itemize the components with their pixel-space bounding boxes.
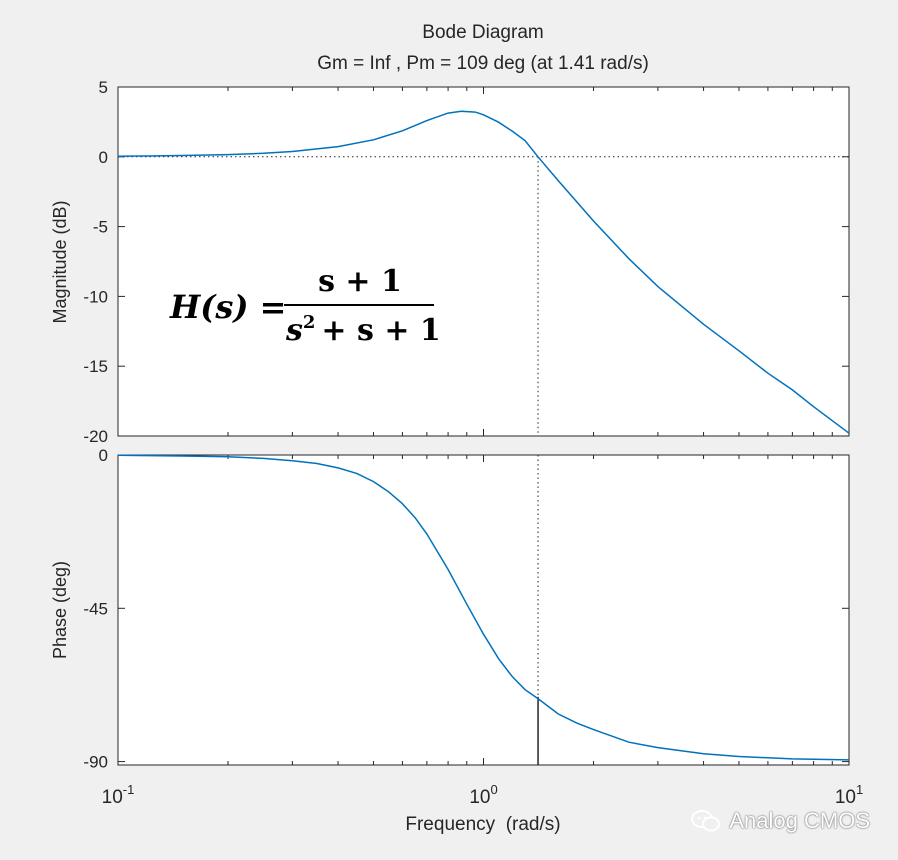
formula-numerator: s + 1: [318, 264, 402, 299]
x-tick-label-exponent: 1: [856, 782, 863, 797]
formula-denominator-exp: 2: [303, 312, 316, 333]
chat-bubble-icon: [691, 810, 721, 832]
y-tick-label: -5: [93, 218, 108, 237]
chart-subtitle: Gm = Inf , Pm = 109 deg (at 1.41 rad/s): [317, 53, 649, 74]
formula-denominator: s2 + s + 1: [285, 312, 441, 348]
transfer-function-formula: H(s) = s + 1 s2 + s + 1: [169, 264, 441, 348]
x-tick-labels: 10-1 100 101: [102, 782, 864, 808]
x-tick-label-exponent: -1: [123, 782, 135, 797]
y-tick-label: -10: [83, 287, 108, 306]
y-tick-label: 0: [99, 446, 108, 465]
watermark: Analog CMOS: [691, 808, 870, 834]
formula-denominator-rest: + s + 1: [321, 313, 440, 348]
y-tick-label: 5: [99, 78, 108, 97]
x-tick-label-base: 10: [102, 787, 123, 808]
phase-axis-label: Phase (deg): [50, 561, 70, 659]
y-tick-label: -45: [83, 599, 108, 618]
formula-lhs: H(s) =: [169, 288, 286, 326]
magnitude-axis-label: Magnitude (dB): [50, 200, 70, 323]
x-tick-label: 100: [469, 782, 497, 808]
x-tick-label-base: 10: [835, 787, 856, 808]
magnitude-y-tick-labels: 5 0 -5 -10 -15 -20: [83, 78, 108, 446]
magnitude-plot-area: [117, 86, 850, 437]
y-tick-label: 0: [99, 148, 108, 167]
y-tick-label: -15: [83, 357, 108, 376]
x-tick-label-base: 10: [469, 787, 490, 808]
x-tick-label-exponent: 0: [490, 782, 497, 797]
x-tick-label: 101: [835, 782, 863, 808]
x-tick-label: 10-1: [102, 782, 135, 808]
chart-title: Bode Diagram: [422, 22, 543, 43]
x-axis-label: Frequency (rad/s): [405, 814, 560, 835]
y-tick-label: -20: [83, 427, 108, 446]
watermark-text: Analog CMOS: [729, 808, 870, 833]
phase-curve: [117, 454, 850, 761]
magnitude-curve: [117, 110, 850, 434]
phase-plot-area: [117, 454, 850, 766]
phase-ticks: [117, 454, 850, 765]
y-tick-label: -90: [83, 753, 108, 772]
phase-y-tick-labels: 0 -45 -90: [83, 446, 108, 772]
magnitude-ticks: [117, 86, 850, 437]
formula-denominator-s: s: [285, 313, 303, 348]
